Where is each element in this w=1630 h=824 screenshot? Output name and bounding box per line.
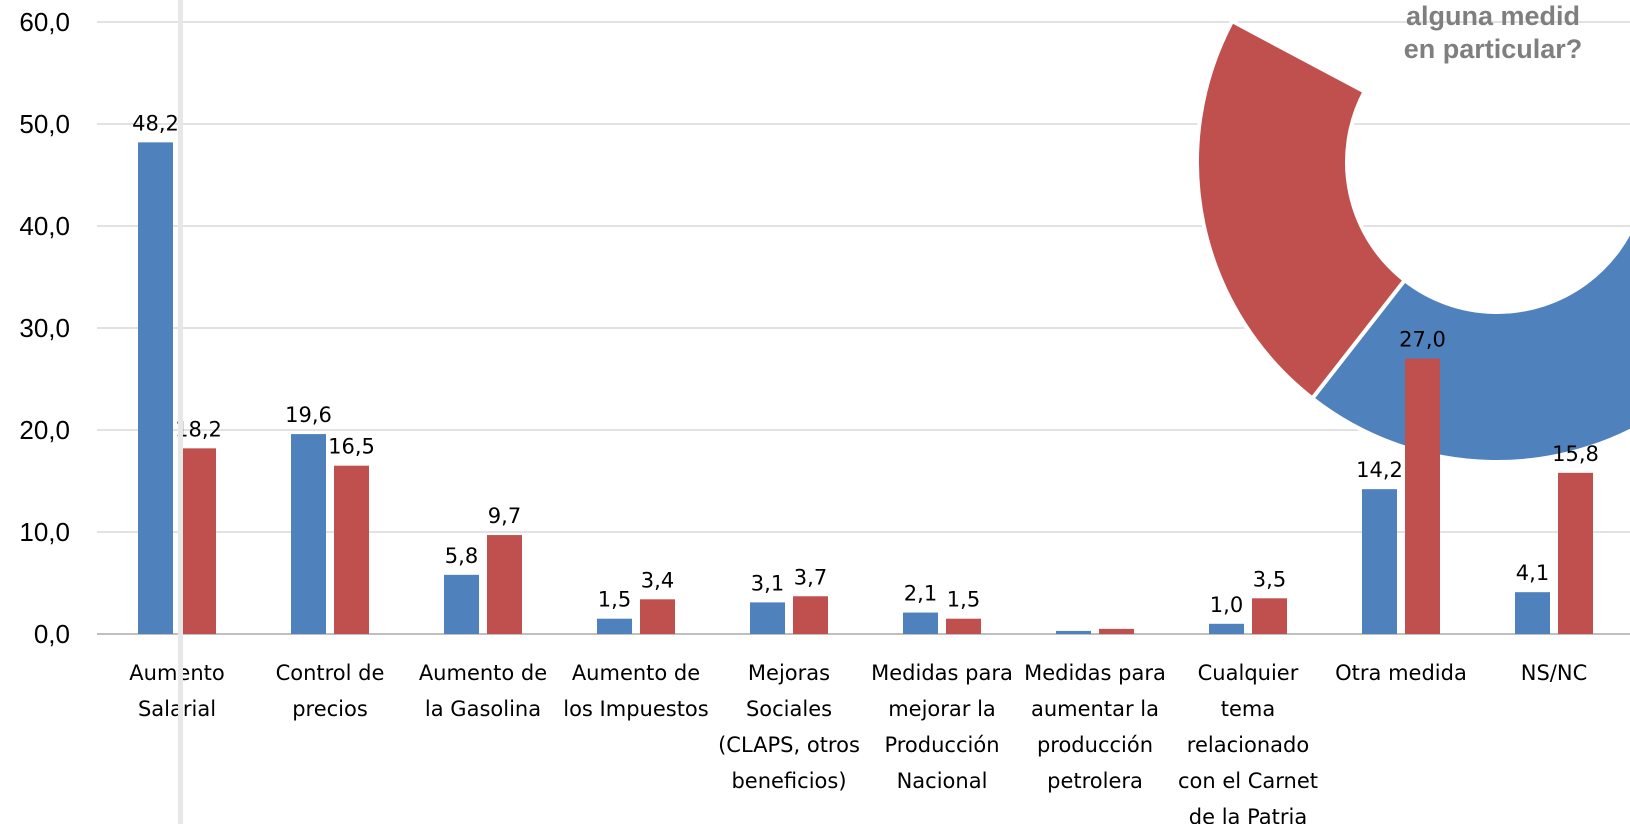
donut-text-line-1: alguna medid bbox=[1405, 1, 1581, 31]
x-axis-label: los Impuestos bbox=[563, 697, 708, 721]
x-axis-label: NS/NC bbox=[1521, 661, 1588, 685]
bar bbox=[444, 574, 479, 634]
x-axis-label: Salarial bbox=[138, 697, 216, 721]
x-axis-label: mejorar la bbox=[888, 697, 996, 721]
x-axis-label: Medidas para bbox=[1024, 661, 1166, 685]
y-tick-label: 40,0 bbox=[19, 211, 70, 241]
y-tick-label: 0,0 bbox=[34, 619, 70, 649]
bar bbox=[1209, 623, 1244, 634]
data-label: 3,4 bbox=[641, 568, 674, 592]
y-tick-label: 60,0 bbox=[19, 7, 70, 37]
x-axis-label: aumentar la bbox=[1031, 697, 1159, 721]
bar bbox=[946, 618, 981, 634]
bar bbox=[640, 599, 675, 634]
bar bbox=[487, 535, 522, 634]
data-label: 3,5 bbox=[1253, 567, 1286, 591]
bar bbox=[793, 596, 828, 634]
x-axis-label: Medidas para bbox=[871, 661, 1013, 685]
x-axis-labels: Aumento Salarial Control de precios Aumento … bbox=[129, 661, 1587, 824]
x-axis-label: beneficios) bbox=[731, 769, 846, 793]
data-labels: 48,218,219,616,55,89,71,53,4 3,1 3,72,1 1,5… bbox=[132, 111, 1599, 616]
bar bbox=[1099, 628, 1134, 634]
bar bbox=[903, 612, 938, 634]
bars bbox=[138, 142, 1593, 635]
x-axis-label: Aumento de bbox=[419, 661, 547, 685]
y-tick-label: 30,0 bbox=[19, 313, 70, 343]
x-axis-label: relacionado bbox=[1187, 733, 1309, 757]
bar bbox=[1515, 592, 1550, 634]
data-label: 19,6 bbox=[285, 403, 332, 427]
y-tick-label: 10,0 bbox=[19, 517, 70, 547]
x-axis-label: tema bbox=[1221, 697, 1275, 721]
data-label: 1,0 bbox=[1210, 593, 1243, 617]
data-label: 1,5 bbox=[598, 588, 631, 612]
bar bbox=[181, 448, 216, 634]
x-axis-label: Mejoras bbox=[748, 661, 830, 685]
bar bbox=[1252, 598, 1287, 634]
data-label: 27,0 bbox=[1399, 328, 1446, 352]
x-axis-label: la Gasolina bbox=[425, 697, 541, 721]
x-axis-label: producción bbox=[1037, 733, 1153, 757]
x-axis-label: Producción bbox=[884, 733, 999, 757]
donut-segment-blue bbox=[1309, 226, 1630, 464]
donut-chart bbox=[1195, 18, 1630, 464]
donut-segment-red bbox=[1195, 18, 1408, 402]
x-axis-label: petrolera bbox=[1047, 769, 1143, 793]
data-label: 3,7 bbox=[794, 565, 827, 589]
x-axis-label: Aumento bbox=[129, 661, 224, 685]
data-label: 9,7 bbox=[488, 504, 521, 528]
bar bbox=[138, 142, 173, 635]
data-label: 5,8 bbox=[445, 544, 478, 568]
x-axis-label: (CLAPS, otros bbox=[718, 733, 860, 757]
bar bbox=[291, 434, 326, 634]
donut-center-text: alguna medid en particular? bbox=[1388, 0, 1598, 66]
data-label: 15,8 bbox=[1552, 442, 1599, 466]
data-label: 14,2 bbox=[1356, 458, 1403, 482]
bar bbox=[334, 465, 369, 634]
bar bbox=[1362, 489, 1397, 634]
x-axis-label: con el Carnet bbox=[1178, 769, 1318, 793]
vertical-divider bbox=[178, 0, 183, 824]
data-label: 4,1 bbox=[1516, 561, 1549, 585]
y-tick-label: 50,0 bbox=[19, 109, 70, 139]
data-label: 1,5 bbox=[947, 588, 980, 612]
bar bbox=[750, 602, 785, 634]
data-label: 48,2 bbox=[132, 111, 179, 135]
bar bbox=[1558, 472, 1593, 634]
y-tick-label: 20,0 bbox=[19, 415, 70, 445]
x-axis-label: Otra medida bbox=[1335, 661, 1467, 685]
x-axis-label: Control de bbox=[276, 661, 385, 685]
bar bbox=[1405, 358, 1440, 634]
data-label: 2,1 bbox=[904, 582, 937, 606]
x-axis-label: Aumento de bbox=[572, 661, 700, 685]
data-label: 16,5 bbox=[328, 435, 375, 459]
y-axis-ticks: 0,0 10,0 20,0 30,0 40,0 50,0 60,0 bbox=[19, 7, 70, 649]
donut-text-line-2: en particular? bbox=[1403, 34, 1583, 64]
data-label: 3,1 bbox=[751, 571, 784, 595]
x-axis-label: precios bbox=[292, 697, 368, 721]
bar bbox=[597, 618, 632, 634]
x-axis-label: Nacional bbox=[897, 769, 988, 793]
x-axis-label: Cualquier bbox=[1198, 661, 1299, 685]
bar bbox=[1056, 630, 1091, 634]
x-axis-label: Sociales bbox=[746, 697, 832, 721]
x-axis-label: de la Patria bbox=[1189, 805, 1307, 824]
